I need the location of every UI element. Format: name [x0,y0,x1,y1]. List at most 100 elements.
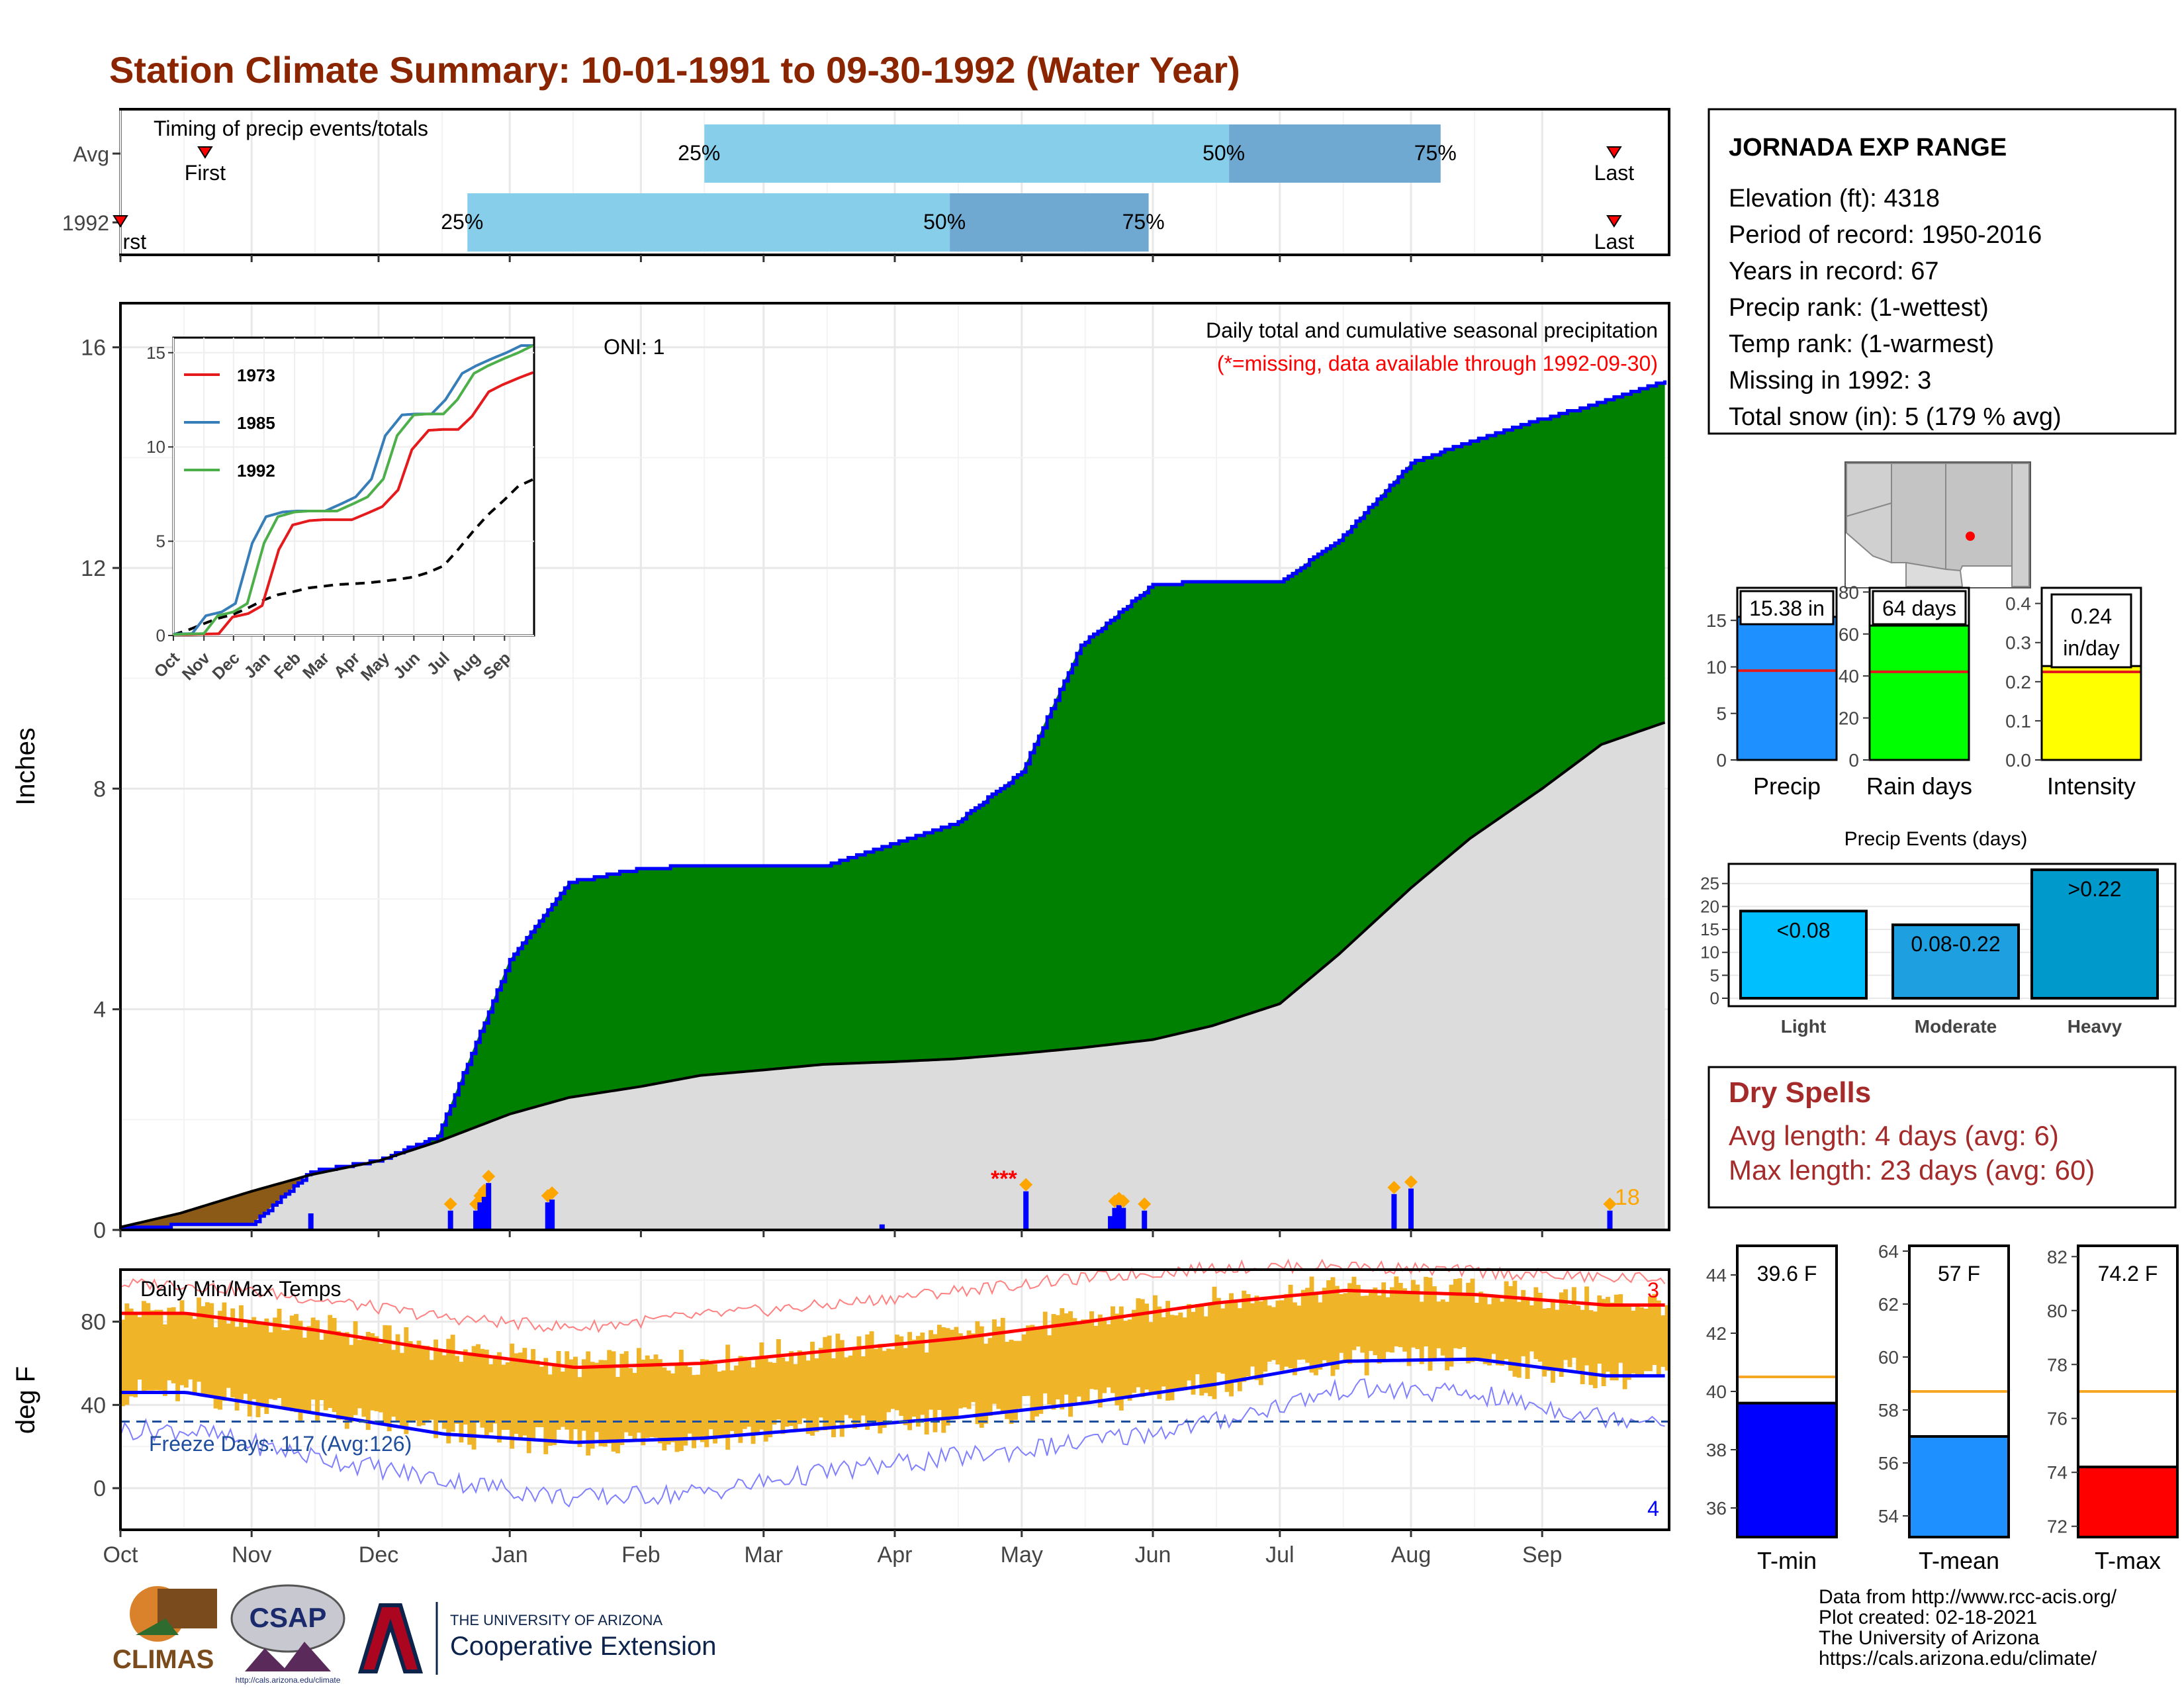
precip-panel: 0 4 8 12 16 Inches ONI: 1 Daily total and cu… [11,302,1670,1243]
daily-temp-bar [547,1374,553,1446]
daily-temp-bar [1038,1327,1044,1414]
daily-temp-bar [1364,1295,1369,1376]
daily-temp-bar [302,1337,307,1411]
daily-temp-bar [416,1340,422,1427]
csap-logo-cloud [230,1584,345,1653]
daily-temp-bar [1191,1311,1196,1395]
daily-temp-bar [391,1350,396,1417]
timing-q75-label: 75% [1122,210,1165,234]
daily-temp-bar [1402,1288,1408,1352]
daily-temp-bar [137,1317,142,1380]
precip-events-bar-label: <0.08 [1777,918,1831,942]
daily-temp-bar [1254,1295,1259,1380]
daily-temp-bar [920,1333,925,1415]
daily-precip-bar [1142,1210,1148,1230]
precip-events-tick-label: 0 [1710,988,1719,1008]
footer-line: Data from http://www.rcc-acis.org/ [1819,1586,2117,1608]
mini-bar-tick-label: 80 [1839,582,1859,602]
daily-precip-bar [879,1224,885,1230]
daily-temp-bar [1127,1319,1132,1401]
map-state-az [1891,463,1946,571]
daily-temp-bar [1419,1301,1424,1364]
daily-temp-bar [349,1344,354,1423]
daily-temp-bar [975,1321,980,1425]
daily-temp-bar [505,1362,510,1430]
daily-temp-bar [124,1303,130,1405]
daily-temp-bar [598,1360,604,1446]
daily-temp-bar [294,1314,299,1413]
daily-temp-bar [1173,1315,1179,1390]
month-label: Jul [1265,1542,1294,1568]
daily-temp-bar [1500,1301,1505,1366]
daily-temp-bar [183,1315,189,1388]
figure-title: Station Climate Summary: 10-01-1991 to 0… [109,49,1240,91]
daily-temp-bar [971,1333,976,1402]
daily-temp-bar [264,1318,269,1415]
daily-temp-bar [1347,1283,1352,1364]
daily-temp-bar [268,1332,273,1399]
daily-temp-bar [1550,1299,1555,1383]
daily-temp-bar [1373,1287,1378,1356]
timing-bar-q25-q50 [467,193,950,252]
daily-temp-bar [476,1344,480,1423]
dry-spells-box: Dry Spells Avg length: 4 days (avg: 6) M… [1707,1066,2177,1209]
timing-q50-label: 50% [1203,141,1245,165]
station-info-frame [1707,108,2177,435]
daily-temp-bar [1330,1277,1336,1376]
daily-temp-bar [310,1317,316,1400]
inset-legend-label: 1992 [237,461,275,481]
month-label: Apr [878,1542,913,1568]
daily-precip-bar [1607,1210,1613,1230]
daily-temp-bar [1093,1325,1099,1390]
mini-bar-value-text: 0.24 [2071,604,2112,628]
average-cumulative-area [120,722,1665,1230]
daily-temp-bar [1060,1308,1065,1410]
daily-temp-bar [353,1321,358,1415]
inset-line-1992 [173,344,534,636]
daily-temp-bar [1381,1282,1387,1360]
month-label: Dec [359,1542,398,1568]
daily-temp-bar [243,1327,248,1394]
daily-temp-bar [150,1310,155,1391]
temp-summary-label: T-mean [1919,1547,1999,1574]
daily-temp-bar [1288,1284,1293,1368]
daily-temp-bar [379,1343,383,1413]
daily-temp-bar [1334,1286,1340,1370]
daily-temp-bar [497,1352,502,1443]
mini-bar-frame [1736,586,1838,761]
daily-precip-bar [1023,1191,1029,1230]
daily-temp-bar [560,1372,565,1427]
mini-bar-tick-label: 0 [1716,750,1727,771]
mini-bar-value-box [2050,593,2132,669]
daily-temp-bar [637,1348,641,1433]
daily-temp-bar [370,1333,375,1411]
daily-temp-bar [1369,1289,1373,1351]
temperature-summary-bars: 36 38 40 42 44 39.6 F T-min 54 56 58 60 62 64 57 F T-m… [1706,1241,2179,1574]
daily-temp-bar [1339,1293,1344,1353]
daily-temp-bar [1614,1294,1619,1381]
daily-precip-bar [486,1183,492,1230]
daily-temp-bar [213,1327,218,1409]
month-label: Feb [621,1542,660,1568]
daily-temp-bar [895,1335,899,1411]
daily-temp-bar [1224,1301,1230,1392]
daily-temp-bar [531,1348,536,1441]
daily-temp-bar [1309,1276,1314,1373]
freeze-days-label: Freeze Days: 117 (Avg:126) [149,1432,412,1456]
month-label: Mar [745,1542,784,1568]
inset-average-line [173,478,534,636]
daily-temp-bar [1622,1305,1627,1389]
daily-precip-bar [447,1210,453,1230]
temp-summary-tick-label: 42 [1706,1323,1727,1344]
daily-temp-bar [573,1356,578,1430]
daily-temp-bar [1208,1305,1213,1397]
inset-y-tick-label: 10 [146,437,165,457]
ua-logo-block-a [357,1603,424,1673]
daily-temp-bar [683,1363,688,1446]
daily-temp-bar [1576,1305,1581,1371]
temp-y-tick-label: 40 [81,1393,106,1418]
daily-temp-bar [120,1319,125,1407]
ua-logo-line1: THE UNIVERSITY OF ARIZONA [450,1612,662,1628]
mini-bar-label: Rain days [1866,773,1972,800]
daily-temp-bar [399,1352,404,1427]
